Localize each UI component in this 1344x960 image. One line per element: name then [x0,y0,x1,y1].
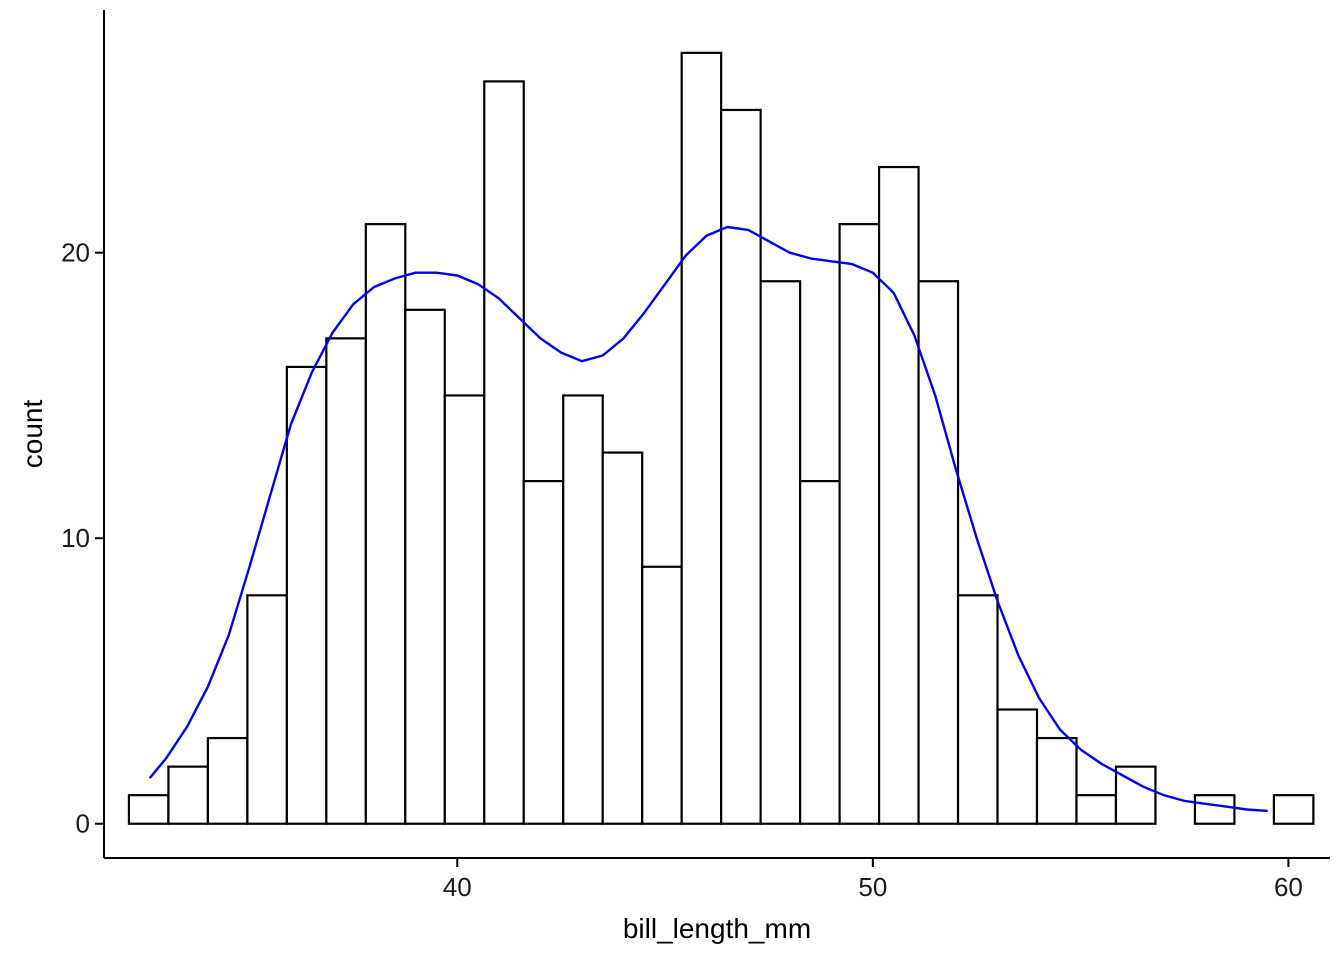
histogram-bar-22 [996,708,1039,825]
x-axis-title: bill_length_mm [623,913,811,944]
histogram-bar-6 [364,223,407,825]
axes [103,10,1330,859]
histogram-bar-7 [404,308,446,825]
histogram-bar-15 [720,108,762,825]
histogram-bar-10 [522,480,565,825]
y-tick-label-0: 0 [76,809,90,839]
histogram-bar-5 [325,337,367,825]
histogram-bar-8 [443,394,486,825]
histogram-bar-14 [680,51,723,825]
histogram-bar-23 [1035,736,1078,825]
x-tick-label-1: 50 [858,872,887,902]
histogram-bar-19 [877,165,920,825]
x-tick-label-0: 40 [443,872,472,902]
histogram-bar-1 [167,765,209,825]
density-curve-layer [148,225,1268,813]
histogram-bar-4 [285,365,328,825]
histogram-bar-11 [562,394,604,825]
axis-ticks: 40 50 60 0 10 20 [61,238,1303,902]
y-axis-title: count [17,400,48,469]
histogram-bar-2 [206,736,249,825]
histogram-bar-17 [799,480,841,825]
histogram-bar-16 [759,280,802,825]
histogram-bar-27 [1193,794,1236,825]
histogram-bar-13 [641,565,683,825]
x-tick-label-2: 60 [1274,872,1303,902]
y-tick-label-1: 10 [61,523,90,553]
histogram-bar-21 [956,594,999,825]
histogram-bar-29 [1272,794,1315,825]
y-tick-label-2: 20 [61,238,90,268]
histogram-bar-12 [601,451,644,825]
histogram-bar-9 [483,80,525,825]
histogram-bar-24 [1075,794,1118,825]
histogram-bars [127,51,1315,825]
histogram-bar-0 [127,794,170,825]
histogram-bar-20 [917,280,960,825]
density-curve [148,225,1268,813]
histogram-bar-18 [838,223,881,825]
histogram-bar-3 [246,594,288,825]
